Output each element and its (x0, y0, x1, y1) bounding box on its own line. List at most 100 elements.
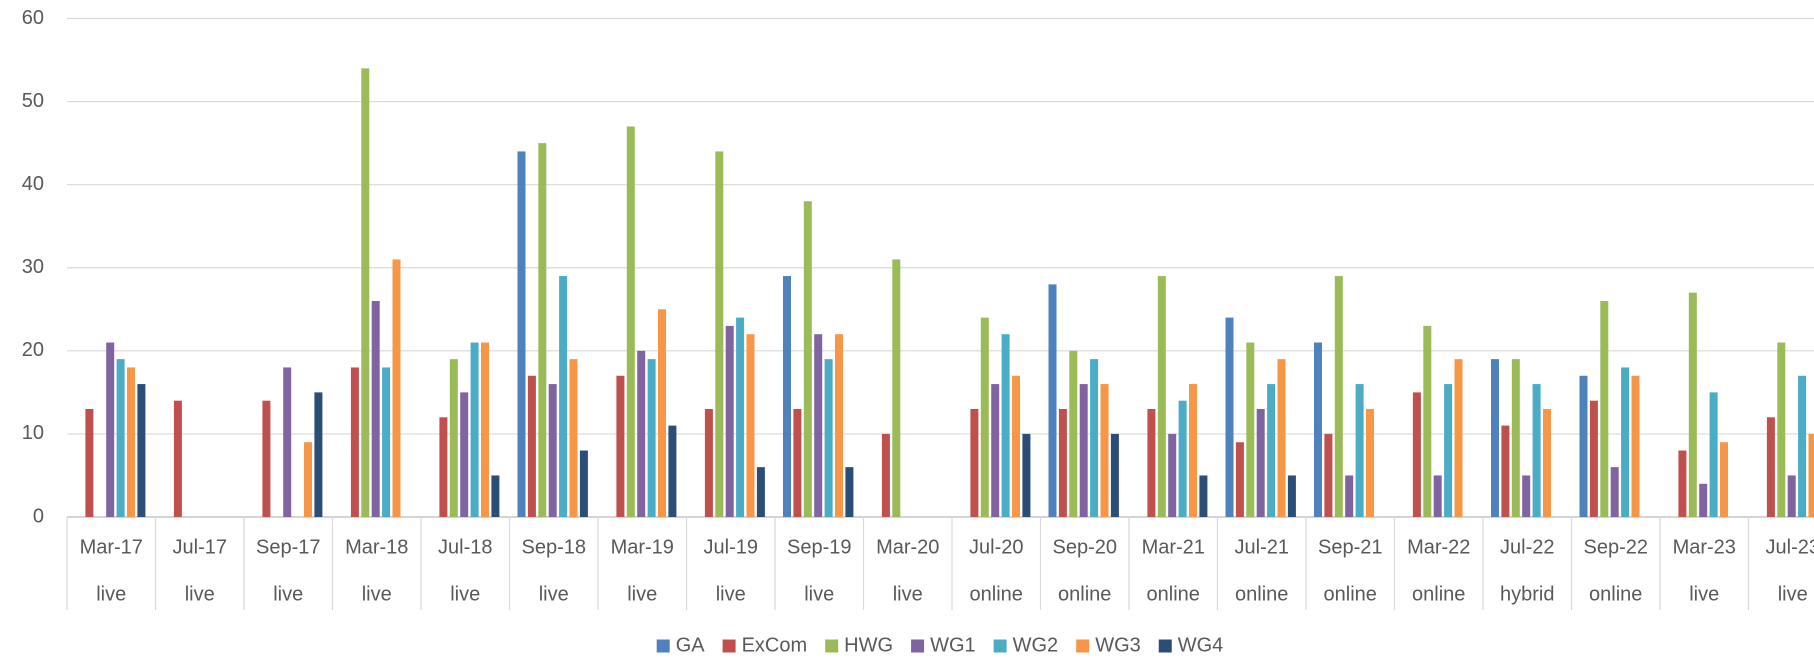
x-tick-label: Mar-20 (876, 536, 939, 558)
x-tick-label: Sep-19 (787, 536, 852, 558)
bar (1543, 408, 1551, 517)
x-group-label: online (1589, 583, 1642, 605)
x-tick-label: Mar-17 (80, 536, 143, 558)
bar (756, 467, 765, 517)
bar (1334, 276, 1343, 517)
x-tick-label: Sep-22 (1584, 536, 1649, 558)
legend-swatch (1076, 639, 1090, 653)
x-tick-label: Jul-17 (173, 536, 227, 558)
bar (1189, 384, 1197, 517)
bar (1314, 342, 1322, 517)
bar (1720, 442, 1728, 517)
bar (1147, 408, 1156, 517)
bar (1090, 359, 1099, 517)
x-tick-label: Jul-23 (1766, 536, 1814, 558)
x-tick-label: Mar-21 (1142, 536, 1205, 558)
bar (970, 408, 979, 517)
bar (350, 367, 359, 517)
bar (715, 151, 724, 517)
y-tick-label: 20 (22, 339, 44, 361)
y-tick-label: 40 (22, 173, 44, 195)
bar (1355, 384, 1364, 517)
bar (668, 425, 677, 517)
bar (127, 367, 135, 517)
bar (647, 359, 656, 517)
x-group-label: online (1324, 583, 1377, 605)
bar (1808, 433, 1814, 517)
bar (106, 342, 115, 517)
bar (1532, 384, 1541, 517)
y-tick-label: 60 (22, 7, 44, 29)
x-tick-label: Jul-19 (704, 536, 758, 558)
bar (1324, 433, 1333, 517)
bar (1688, 292, 1697, 517)
bar (881, 433, 890, 517)
bar (361, 68, 370, 517)
bar (1048, 284, 1057, 517)
bar (1777, 342, 1786, 517)
bar (1787, 475, 1796, 517)
x-tick-label: Jul-20 (969, 536, 1023, 558)
x-group-label: live (627, 583, 657, 605)
x-tick-label: Jul-22 (1500, 536, 1554, 558)
x-group-label: online (970, 583, 1023, 605)
bar (1168, 433, 1177, 517)
bar (1110, 433, 1119, 517)
bar (835, 334, 843, 517)
bar (1610, 467, 1619, 517)
bar (1589, 400, 1598, 517)
bar (725, 325, 734, 517)
bar (1058, 408, 1067, 517)
legend-swatch (911, 639, 925, 653)
bar (517, 151, 526, 517)
legend-label: HWG (844, 634, 893, 656)
bar (579, 450, 588, 517)
bar (736, 317, 745, 517)
bar (658, 309, 666, 517)
bar (1501, 425, 1510, 517)
x-tick-label: Jul-21 (1235, 536, 1289, 558)
bar (1631, 375, 1640, 517)
x-group-label: live (1689, 583, 1719, 605)
bar (304, 442, 312, 517)
bar (116, 359, 125, 517)
bar (783, 276, 791, 517)
legend-label: WG2 (1013, 634, 1059, 656)
x-tick-label: Jul-18 (438, 536, 492, 558)
x-group-label: live (273, 583, 303, 605)
legend-swatch (825, 639, 839, 653)
bar (1345, 475, 1354, 517)
bar (1766, 417, 1775, 517)
bar (85, 408, 94, 517)
x-group-label: live (185, 583, 215, 605)
bar (1199, 475, 1208, 517)
x-group-label: live (804, 583, 834, 605)
x-tick-label: Mar-19 (611, 536, 674, 558)
bar (845, 467, 854, 517)
bar (491, 475, 500, 517)
x-group-label: live (1778, 583, 1808, 605)
y-tick-label: 0 (33, 505, 44, 527)
legend-label: GA (676, 634, 706, 656)
legend-swatch (1158, 639, 1172, 653)
bar (1012, 375, 1020, 517)
bar (991, 384, 1000, 517)
bar (283, 367, 292, 517)
legend-label: WG3 (1095, 634, 1141, 656)
bar (1366, 408, 1374, 517)
bar (1079, 384, 1088, 517)
x-tick-label: Sep-17 (256, 536, 321, 558)
bar (1454, 359, 1463, 517)
bar (746, 334, 755, 517)
x-group-label: live (716, 583, 746, 605)
x-group-label: hybrid (1500, 583, 1554, 605)
bar (1433, 475, 1442, 517)
bar (1699, 483, 1708, 517)
legend-label: WG4 (1178, 634, 1224, 656)
bar (892, 259, 901, 517)
legend-swatch (656, 639, 670, 653)
bar (1069, 350, 1078, 517)
bar (793, 408, 802, 517)
bar (814, 334, 823, 517)
bar (704, 408, 713, 517)
